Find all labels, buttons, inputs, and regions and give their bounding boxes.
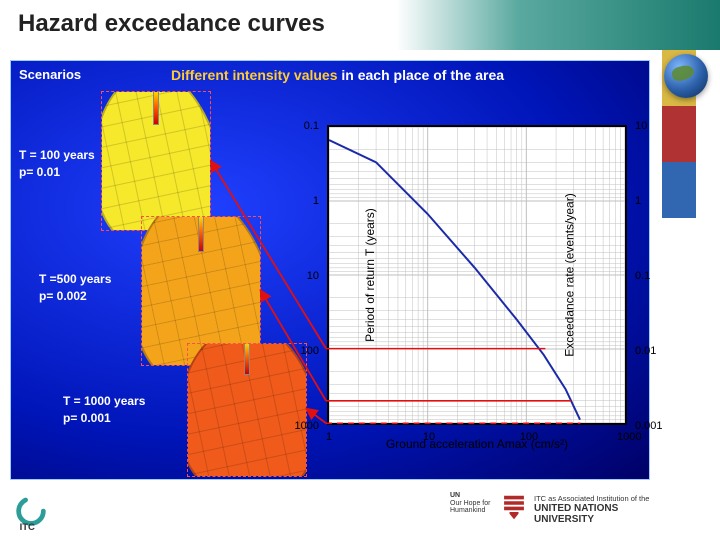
unu-line1: ITC as Associated Institution of the	[534, 494, 649, 503]
x-tick: 100	[517, 431, 541, 443]
x-tick: 1000	[617, 431, 641, 443]
footer: ITC UN Our Hope for Humankind ITC as Ass…	[0, 484, 720, 540]
y-right-tick: 10	[635, 120, 647, 132]
y-left-tick: 10	[307, 270, 319, 282]
y-right-tick: 1	[635, 195, 641, 207]
y-left-tick: 1000	[295, 420, 319, 432]
scenario-label-0: T = 100 yearsp= 0.01	[19, 147, 95, 181]
globe-icon	[664, 54, 708, 98]
scenario-map-2	[187, 343, 307, 477]
unu-line2: UNITED NATIONS	[534, 503, 649, 514]
svg-text:ITC: ITC	[20, 522, 35, 532]
exceedance-chart: Period of return T (years) Exceedance ra…	[327, 125, 627, 425]
scenario-label-2: T = 1000 yearsp= 0.001	[63, 393, 145, 427]
scenario-map-0	[101, 91, 211, 231]
y-right-tick: 0.001	[635, 420, 663, 432]
x-tick: 10	[417, 431, 441, 443]
headline-part2: in each place of the area	[341, 67, 504, 83]
y-left-tick: 100	[301, 345, 319, 357]
x-tick: 1	[317, 431, 341, 443]
unu-attribution: UN Our Hope for Humankind ITC as Associa…	[450, 490, 710, 534]
headline-part1: Different intensity values	[171, 67, 338, 83]
unu-logo-icon	[500, 494, 528, 530]
y-axis-right-label: Exceedance rate (events/year)	[562, 193, 576, 356]
y-left-tick: 1	[313, 195, 319, 207]
y-right-tick: 0.1	[635, 270, 650, 282]
y-left-tick: 0.1	[304, 120, 319, 132]
scenarios-label: Scenarios	[19, 67, 81, 82]
headline: Different intensity values in each place…	[171, 67, 504, 83]
unu-tagline: Our Hope for Humankind	[450, 500, 496, 515]
y-right-tick: 0.01	[635, 345, 656, 357]
x-axis-label: Ground acceleration Amax (cm/s²)	[329, 437, 625, 451]
slide-title: Hazard exceedance curves	[18, 10, 325, 38]
y-axis-left-label: Period of return T (years)	[363, 208, 377, 342]
content-panel: Scenarios Different intensity values in …	[10, 60, 650, 480]
unu-line3: UNIVERSITY	[534, 514, 649, 525]
scenario-label-1: T =500 yearsp= 0.002	[39, 271, 111, 305]
itc-logo-icon: ITC	[12, 494, 50, 532]
